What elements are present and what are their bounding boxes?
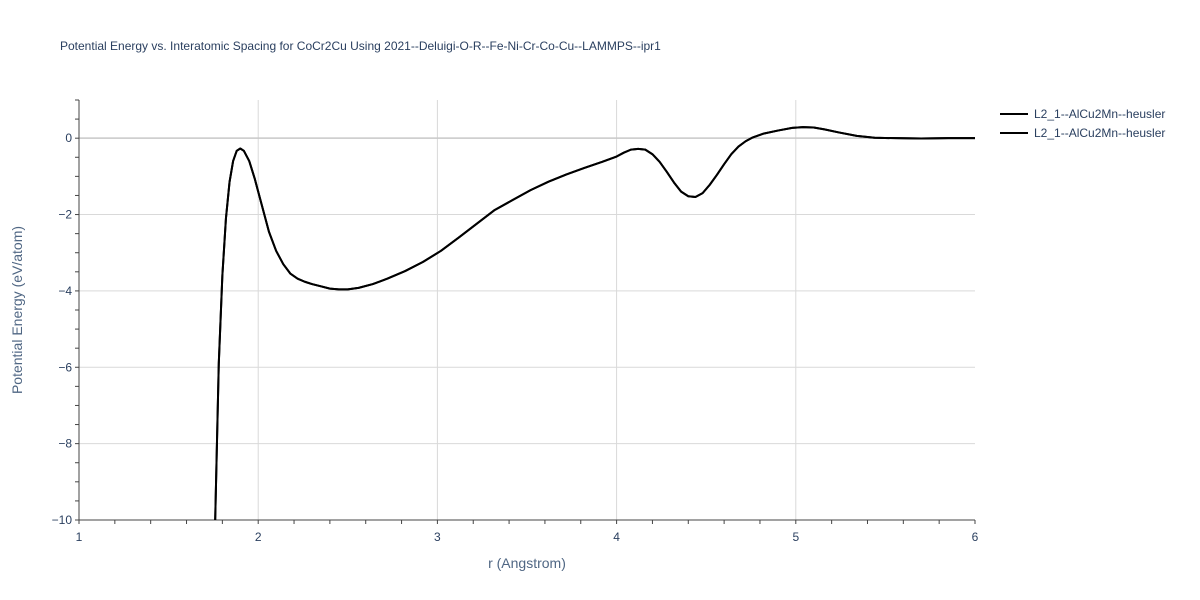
plot-area: [214, 126, 975, 520]
y-tick-label: −8: [58, 437, 72, 451]
y-tick-label: −10: [52, 513, 73, 527]
x-tick-label: 6: [972, 530, 979, 544]
x-tick-label: 3: [434, 530, 441, 544]
series-line-1: [214, 126, 975, 520]
legend: L2_1--AlCu2Mn--heusler L2_1--AlCu2Mn--heu…: [1000, 107, 1165, 140]
x-tick-label: 4: [613, 530, 620, 544]
y-tick-label: −4: [58, 284, 72, 298]
y-tick-label: 0: [65, 131, 72, 145]
x-axis-title: r (Angstrom): [488, 555, 566, 571]
chart-title: Potential Energy vs. Interatomic Spacing…: [60, 39, 661, 53]
grid-lines: [79, 100, 975, 520]
x-tick-label: 1: [76, 530, 83, 544]
series-line-2: [214, 126, 975, 520]
x-tick-label: 5: [792, 530, 799, 544]
legend-label: L2_1--AlCu2Mn--heusler: [1034, 126, 1165, 140]
axes: 1 2 3 4 5 6 0 −2 −4 −6 −8 −10: [52, 99, 979, 544]
y-tick-label: −6: [58, 360, 72, 374]
y-axis-title: Potential Energy (eV/atom): [9, 226, 25, 394]
y-tick-label: −2: [58, 208, 72, 222]
x-tick-label: 2: [255, 530, 262, 544]
legend-label: L2_1--AlCu2Mn--heusler: [1034, 107, 1165, 121]
